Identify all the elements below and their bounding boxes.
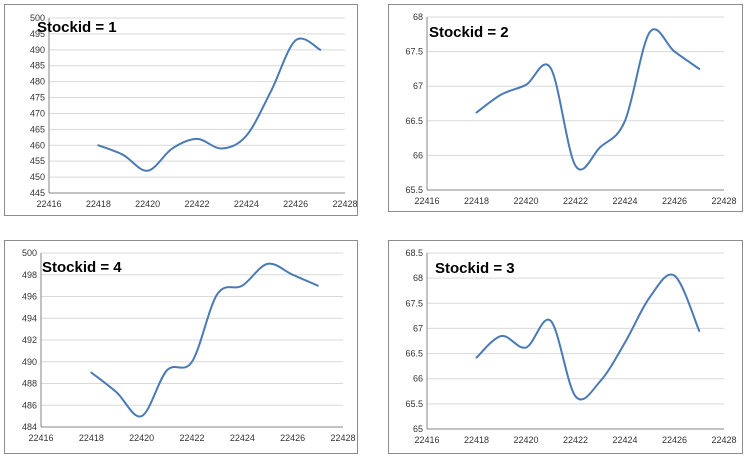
- y-tick-label: 475: [30, 93, 45, 103]
- x-tick-label: 22424: [234, 199, 259, 209]
- x-tick-label: 22416: [414, 196, 439, 206]
- x-tick-label: 22428: [711, 435, 736, 445]
- chart-title: Stockid = 2: [429, 24, 509, 41]
- y-tick-label: 480: [30, 77, 45, 87]
- chart-stockid-1: 445 450 455 460 465 470 475 480 485 490 495 500 2241…: [30, 13, 357, 209]
- series-line: [475, 273, 701, 401]
- x-tick-label: 22426: [283, 199, 308, 209]
- x-tick-label: 22422: [184, 199, 209, 209]
- chart-panel-stockid-4: 484 486 488 490 492 494 496 498 500 22416 22418 224…: [4, 240, 358, 454]
- y-tick-label: 490: [22, 357, 37, 367]
- x-tick-label: 22416: [414, 435, 439, 445]
- y-tick-label: 65.5: [405, 185, 423, 195]
- y-tick-label: 465: [30, 124, 45, 134]
- y-tick-label: 488: [22, 379, 37, 389]
- series-line: [97, 37, 322, 172]
- x-tick-label: 22428: [332, 199, 357, 209]
- y-tick-label: 68: [413, 12, 423, 22]
- y-tick-label: 67.5: [405, 47, 423, 57]
- x-tick-label: 22426: [662, 196, 687, 206]
- x-tick-label: 22416: [36, 199, 61, 209]
- x-tick-label: 22418: [86, 199, 111, 209]
- x-tick-label: 22428: [330, 433, 355, 443]
- y-tick-label: 68: [413, 273, 423, 283]
- y-tick-label: 470: [30, 108, 45, 118]
- y-tick-label: 450: [30, 172, 45, 182]
- x-tick-label: 22426: [280, 433, 305, 443]
- chart-title: Stockid = 3: [435, 260, 515, 277]
- chart-panel-stockid-1: 445 450 455 460 465 470 475 480 485 490 495 500 2241…: [4, 4, 358, 216]
- x-tick-label: 22418: [464, 435, 489, 445]
- y-tick-label: 66: [413, 374, 423, 384]
- x-tick-label: 22422: [179, 433, 204, 443]
- x-tick-label: 22422: [563, 435, 588, 445]
- y-tick-label: 65.5: [405, 399, 423, 409]
- y-tick-label: 67: [413, 81, 423, 91]
- y-tick-label: 65: [413, 424, 423, 434]
- y-tick-label: 485: [30, 61, 45, 71]
- y-tick-label: 494: [22, 313, 37, 323]
- chart-stockid-2: 65.5 66 66.5 67 67.5 68 22416 22418 22420 22422 22…: [405, 12, 736, 206]
- y-tick-label: 66.5: [405, 116, 423, 126]
- y-tick-label: 490: [30, 45, 45, 55]
- y-tick-label: 66.5: [405, 349, 423, 359]
- x-tick-label: 22424: [230, 433, 255, 443]
- y-tick-label: 500: [22, 248, 37, 258]
- x-tick-label: 22422: [563, 196, 588, 206]
- y-tick-label: 492: [22, 335, 37, 345]
- y-tick-label: 486: [22, 400, 37, 410]
- x-tick-label: 22424: [612, 196, 637, 206]
- x-tick-label: 22416: [28, 433, 53, 443]
- y-tick-label: 495: [30, 29, 45, 39]
- y-tick-label: 68.5: [405, 248, 423, 258]
- series-line: [90, 262, 319, 418]
- x-tick-label: 22420: [513, 435, 538, 445]
- chart-panel-stockid-3: 65 65.5 66 66.5 67 67.5 68 68.5 22416 22418 22420 2…: [388, 240, 743, 454]
- chart-title: Stockid = 1: [37, 19, 117, 36]
- y-tick-label: 67.5: [405, 298, 423, 308]
- x-tick-label: 22420: [135, 199, 160, 209]
- y-tick-label: 460: [30, 140, 45, 150]
- series-line: [475, 28, 701, 171]
- chart-panel-stockid-2: 65.5 66 66.5 67 67.5 68 22416 22418 22420 22422 22…: [388, 4, 743, 212]
- y-tick-label: 500: [30, 13, 45, 23]
- y-tick-label: 455: [30, 156, 45, 166]
- x-tick-label: 22420: [513, 196, 538, 206]
- chart-stockid-3: 65 65.5 66 66.5 67 67.5 68 68.5 22416 22418 22420 2…: [405, 248, 736, 445]
- y-tick-label: 498: [22, 270, 37, 280]
- x-tick-label: 22418: [79, 433, 104, 443]
- x-tick-label: 22426: [662, 435, 687, 445]
- chart-stockid-4: 484 486 488 490 492 494 496 498 500 22416 22418 224…: [22, 248, 356, 443]
- x-tick-label: 22420: [129, 433, 154, 443]
- x-tick-label: 22424: [612, 435, 637, 445]
- y-tick-label: 445: [30, 188, 45, 198]
- y-tick-label: 66: [413, 150, 423, 160]
- x-tick-label: 22428: [711, 196, 736, 206]
- y-tick-label: 67: [413, 323, 423, 333]
- x-tick-label: 22418: [464, 196, 489, 206]
- y-tick-label: 484: [22, 422, 37, 432]
- y-tick-label: 496: [22, 292, 37, 302]
- chart-title: Stockid = 4: [42, 259, 122, 276]
